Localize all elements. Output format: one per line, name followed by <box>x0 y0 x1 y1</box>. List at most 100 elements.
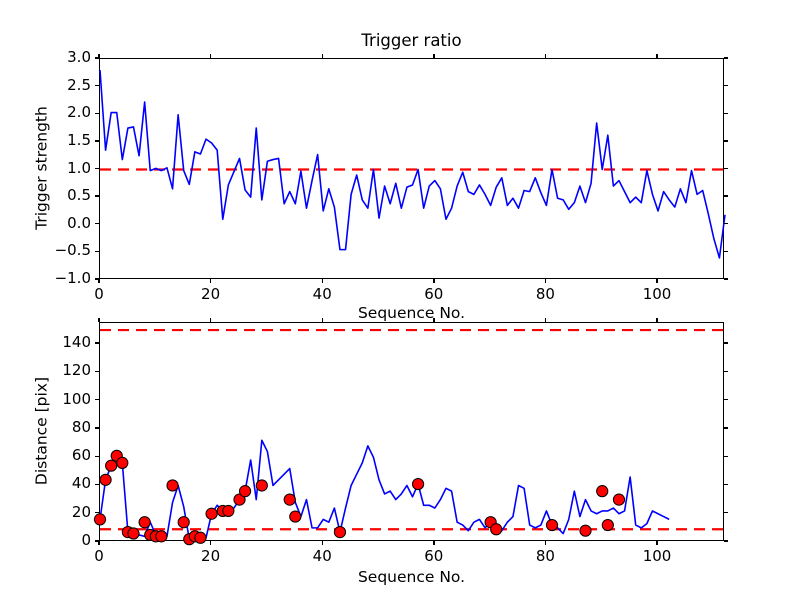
y-tick-mark-right <box>724 195 728 197</box>
plot-area-distance <box>93 322 725 546</box>
y-tick-mark <box>95 399 99 401</box>
x-tick-mark-top <box>433 54 435 58</box>
data-marker <box>333 526 347 539</box>
y-tick-mark-right <box>724 455 728 457</box>
data-series-line <box>99 69 726 259</box>
x-tick-mark-top <box>209 54 212 58</box>
data-marker <box>177 516 190 529</box>
data-marker <box>166 479 179 492</box>
y-tick-mark-right <box>724 483 728 486</box>
y-tick-mark-right <box>724 399 728 401</box>
x-tick-label: 60 <box>424 285 444 303</box>
data-marker <box>205 507 218 520</box>
data-marker <box>138 516 151 529</box>
y-tick-label: 1.0 <box>67 158 91 177</box>
y-tick-mark <box>95 112 99 114</box>
y-tick-label: 2.5 <box>67 75 91 94</box>
x-tick-label: 40 <box>312 547 332 565</box>
data-marker <box>283 493 296 506</box>
x-tick-mark <box>656 541 658 545</box>
y-tick-mark <box>95 540 99 542</box>
data-marker <box>289 510 302 523</box>
x-tick-mark-top <box>433 318 435 322</box>
data-marker <box>596 485 609 498</box>
y-tick-mark-right <box>724 370 728 373</box>
data-marker <box>127 527 140 540</box>
y-tick-mark <box>95 370 99 373</box>
y-tick-mark <box>95 455 99 457</box>
y-tick-mark-right <box>724 512 728 514</box>
y-tick-label: 3.0 <box>67 48 91 66</box>
data-marker <box>116 456 129 469</box>
x-tick-mark <box>433 541 435 545</box>
distance-series-svg <box>93 328 725 546</box>
y-tick-mark-right <box>724 112 728 114</box>
y-tick-mark <box>95 223 99 225</box>
x-tick-mark-top <box>544 54 547 58</box>
x-tick-label: 40 <box>312 285 332 303</box>
plot-area-trigger-ratio <box>99 58 726 279</box>
y-tick-mark <box>95 483 99 486</box>
y-tick-mark <box>95 195 99 197</box>
data-marker <box>93 513 107 526</box>
data-marker <box>99 473 112 486</box>
x-tick-label: 20 <box>201 547 221 565</box>
y-tick-mark <box>95 57 99 59</box>
y-tick-mark-right <box>724 278 728 280</box>
x-tick-label: 60 <box>424 547 444 565</box>
data-marker <box>612 493 626 506</box>
x-tick-label: 0 <box>94 285 104 303</box>
x-tick-mark <box>209 541 212 545</box>
x-tick-mark <box>98 279 100 283</box>
y-tick-mark <box>95 427 99 429</box>
x-tick-mark <box>656 279 658 283</box>
y-tick-mark-right <box>724 427 728 429</box>
x-tick-label: 100 <box>642 547 672 565</box>
y-tick-mark <box>95 250 99 253</box>
x-tick-mark-top <box>98 54 100 58</box>
x-tick-label: 80 <box>535 547 555 565</box>
y-tick-mark-right <box>724 84 728 87</box>
y-tick-label: −1.0 <box>54 269 91 287</box>
x-tick-mark <box>544 541 547 545</box>
data-marker <box>194 531 207 544</box>
data-marker <box>490 523 503 536</box>
x-tick-mark <box>98 541 100 545</box>
data-marker <box>545 518 559 532</box>
y-tick-mark-right <box>724 167 728 170</box>
x-tick-mark-top <box>656 54 658 58</box>
x-tick-label: 0 <box>94 547 104 565</box>
y-tick-label: 140 <box>62 333 91 352</box>
data-marker <box>105 459 118 472</box>
data-marker <box>255 479 268 492</box>
y-tick-mark-right <box>724 223 728 225</box>
x-tick-mark <box>544 279 547 283</box>
y-tick-mark-right <box>724 140 728 142</box>
y-tick-mark <box>95 512 99 514</box>
data-marker <box>601 518 614 532</box>
y-tick-mark <box>95 278 99 280</box>
data-marker <box>579 524 592 537</box>
data-marker <box>411 477 425 491</box>
data-marker <box>238 485 252 498</box>
x-tick-mark <box>209 279 212 283</box>
y-tick-label: 100 <box>62 389 91 408</box>
x-tick-label: 100 <box>642 285 672 303</box>
y-tick-label: 60 <box>71 446 91 465</box>
x-tick-mark <box>433 279 435 283</box>
y-tick-mark-right <box>724 250 728 253</box>
x-tick-label: 80 <box>535 285 555 303</box>
data-marker <box>222 504 235 518</box>
y-tick-mark-right <box>724 342 728 344</box>
y-tick-mark <box>95 167 99 170</box>
x-tick-mark <box>321 279 323 283</box>
x-axis-label-sequence-no-top: Sequence No. <box>357 304 466 322</box>
y-tick-label: 0 <box>81 531 91 549</box>
x-tick-mark-top <box>656 318 658 322</box>
x-tick-mark-top <box>209 318 212 322</box>
x-tick-mark-top <box>321 318 323 322</box>
x-tick-mark-top <box>321 54 323 58</box>
y-tick-label: 40 <box>71 474 91 493</box>
y-tick-label: 2.0 <box>67 103 91 122</box>
